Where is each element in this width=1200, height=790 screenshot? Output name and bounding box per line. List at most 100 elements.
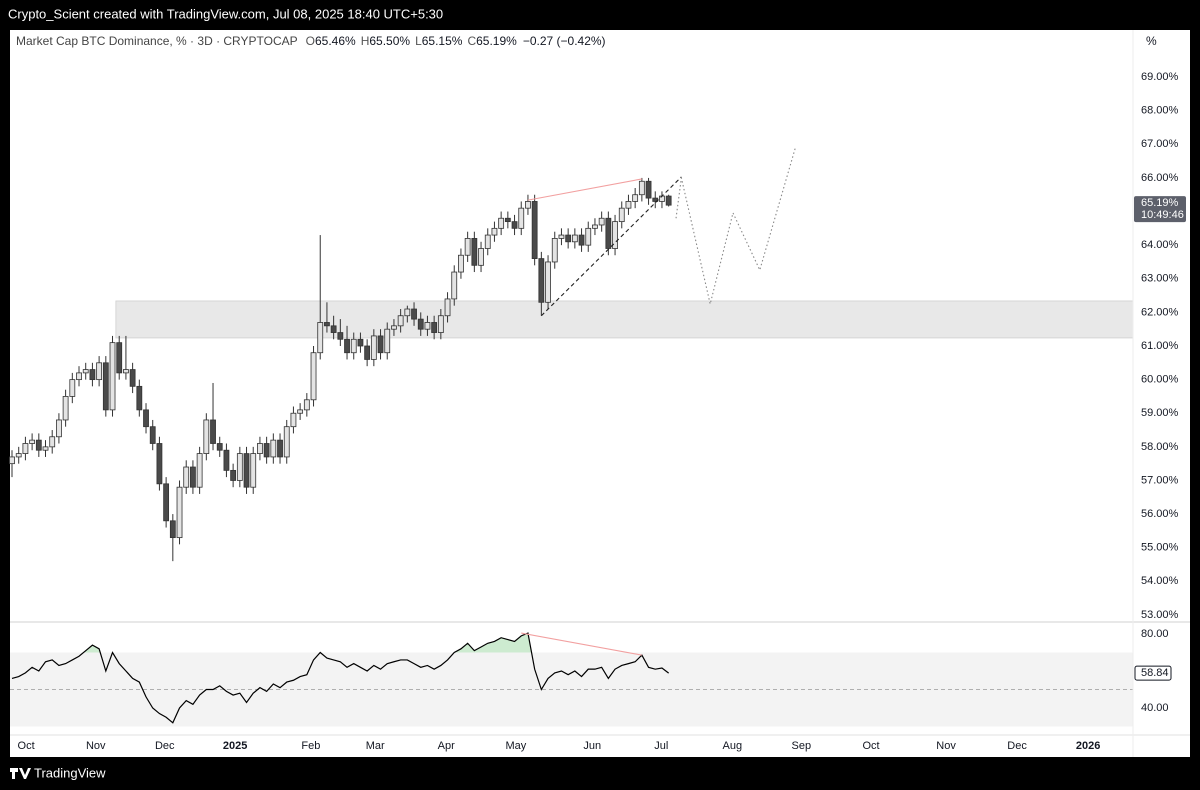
- x-tick-label: Oct: [18, 740, 35, 752]
- candle: [230, 463, 237, 488]
- candle-body: [324, 322, 330, 327]
- annotation-line: [675, 147, 796, 305]
- candle: [525, 194, 531, 215]
- candle-body: [437, 315, 444, 333]
- candle: [464, 231, 471, 262]
- candle: [203, 413, 210, 461]
- candle-body: [612, 221, 618, 249]
- candle-body: [531, 201, 538, 259]
- candle-body: [297, 409, 304, 414]
- candle-body: [223, 449, 230, 471]
- candle-body: [29, 439, 36, 444]
- candle-body: [176, 486, 183, 539]
- footer-brand: TradingView: [34, 765, 106, 780]
- candle: [451, 265, 458, 306]
- y-tick-label: 63.00%: [1141, 273, 1179, 285]
- candle: [565, 228, 572, 249]
- y-tick-label: 54.00%: [1141, 575, 1179, 587]
- candle: [169, 514, 176, 562]
- candle: [310, 346, 317, 407]
- candle-body: [243, 453, 250, 488]
- candle: [330, 315, 337, 340]
- x-tick-label: Apr: [438, 740, 455, 752]
- candle-body: [478, 248, 484, 266]
- x-tick-label: Aug: [723, 740, 743, 752]
- candle-body: [645, 180, 652, 199]
- candle: [210, 382, 216, 451]
- candle: [62, 389, 69, 427]
- candle: [538, 251, 545, 316]
- candle: [56, 413, 62, 444]
- candle-body: [116, 342, 123, 374]
- candle-body: [257, 443, 263, 454]
- y-tick-label: 58.00%: [1141, 441, 1179, 453]
- candle: [531, 194, 538, 266]
- candle: [216, 436, 223, 457]
- rsi-line: [11, 632, 670, 724]
- candle-body: [618, 207, 625, 223]
- candle-body: [471, 238, 478, 266]
- y-tick-label: 80.00: [1141, 628, 1169, 640]
- ohlc-label: L: [415, 34, 422, 48]
- candle: [96, 356, 103, 387]
- candle: [598, 211, 605, 232]
- candle: [250, 446, 257, 494]
- candle: [129, 362, 136, 394]
- candle: [35, 433, 42, 457]
- candle-body: [484, 234, 491, 249]
- candle-body: [210, 419, 216, 444]
- annotation-line: [527, 178, 642, 201]
- candle-body: [511, 221, 518, 229]
- candle: [270, 433, 277, 464]
- candle-body: [598, 217, 605, 226]
- candle-body: [592, 224, 598, 229]
- candle: [263, 436, 270, 464]
- candle-body: [444, 298, 451, 317]
- candle: [223, 443, 230, 478]
- axis-unit: %: [1146, 34, 1157, 48]
- last-price-label: 65.19%: [1141, 197, 1179, 209]
- x-tick-label: May: [505, 740, 526, 752]
- candle: [22, 436, 29, 461]
- candle-body: [196, 453, 203, 488]
- x-tick-label: Sep: [792, 740, 812, 752]
- candle: [431, 315, 438, 340]
- candle-body: [551, 238, 558, 263]
- candle: [350, 332, 357, 360]
- candle-body: [364, 345, 371, 360]
- candle: [437, 309, 444, 340]
- chart-title: Market Cap BTC Dominance, % · 3D · CRYPT…: [16, 34, 298, 48]
- candle-body: [317, 322, 324, 354]
- y-tick-label: 40.00: [1141, 702, 1169, 714]
- candle-body: [169, 520, 176, 539]
- candles: [9, 177, 672, 562]
- candle-body: [417, 318, 424, 330]
- ohlc-label: H: [361, 34, 370, 48]
- candle: [89, 362, 96, 387]
- candle-body: [136, 385, 143, 411]
- candle: [109, 335, 116, 417]
- candle: [290, 406, 297, 434]
- candle-body: [236, 453, 243, 481]
- candle: [76, 366, 82, 387]
- candle: [638, 177, 645, 202]
- candle: [123, 335, 129, 380]
- candle: [196, 446, 203, 494]
- candle-body: [290, 412, 297, 428]
- x-tick-label: Nov: [936, 740, 956, 752]
- candle-body: [163, 483, 170, 522]
- candle-body: [558, 234, 565, 239]
- candle: [578, 228, 585, 252]
- candle: [116, 335, 123, 380]
- change: −0.27 (−0.42%): [523, 34, 606, 48]
- candle: [163, 477, 170, 528]
- candle: [665, 194, 672, 207]
- candle: [511, 214, 518, 236]
- ohlc-value: 65.19%: [476, 34, 517, 48]
- rsi-last-box: [1134, 665, 1172, 681]
- candle-body: [431, 322, 438, 333]
- candle-body: [183, 466, 190, 488]
- ohlc-value: 65.15%: [422, 34, 463, 48]
- candle: [618, 201, 625, 229]
- y-tick-label: 56.00%: [1141, 508, 1179, 520]
